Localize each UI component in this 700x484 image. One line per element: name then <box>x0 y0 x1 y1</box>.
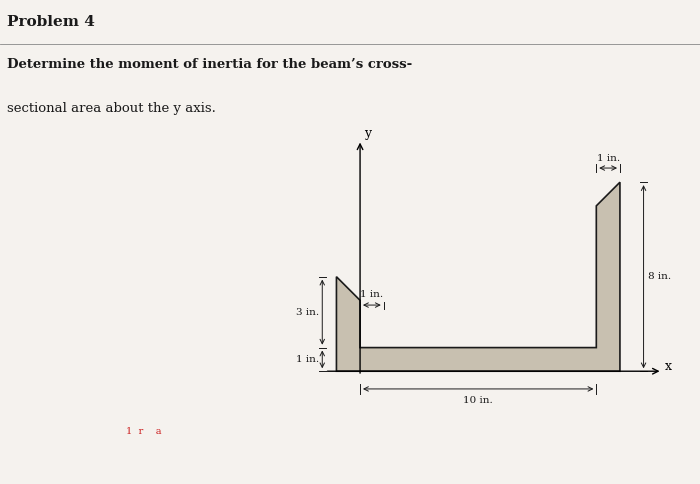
Text: 10 in.: 10 in. <box>463 396 493 405</box>
Text: 1 in.: 1 in. <box>360 290 384 299</box>
Text: 1 in.: 1 in. <box>596 154 620 163</box>
Text: sectional area about the y axis.: sectional area about the y axis. <box>7 102 216 115</box>
Text: y: y <box>363 127 371 140</box>
Text: Problem 4: Problem 4 <box>7 15 95 29</box>
Text: x: x <box>665 360 672 373</box>
Text: Determine the moment of inertia for the beam’s cross-: Determine the moment of inertia for the … <box>7 58 412 71</box>
Text: 1  r    a: 1 r a <box>126 426 162 436</box>
Text: 1 in.: 1 in. <box>295 355 318 364</box>
Text: 8 in.: 8 in. <box>648 272 671 281</box>
Text: 3 in.: 3 in. <box>295 308 318 317</box>
Polygon shape <box>337 182 620 371</box>
